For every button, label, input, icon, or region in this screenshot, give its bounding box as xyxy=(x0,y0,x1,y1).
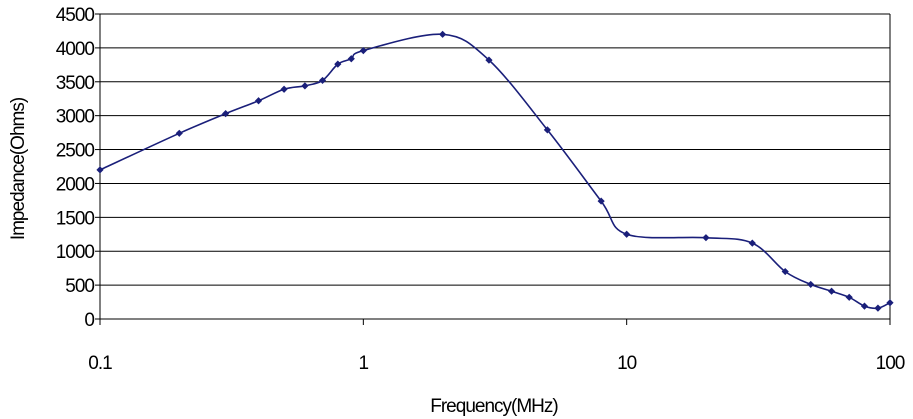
x-tick-label: 0.1 xyxy=(88,353,112,374)
data-point xyxy=(334,60,342,68)
gridlines xyxy=(100,13,890,286)
series-line xyxy=(99,33,891,310)
data-point xyxy=(254,97,263,105)
data-point xyxy=(827,287,836,295)
data-point xyxy=(96,166,104,174)
data-point xyxy=(543,126,551,134)
data-point xyxy=(359,47,367,55)
data-point xyxy=(860,302,869,310)
y-tick-label: 3500 xyxy=(56,73,95,94)
data-point xyxy=(222,110,230,118)
data-point xyxy=(597,197,605,205)
y-axis-title: Impedance(Ohms) xyxy=(8,97,29,240)
x-tick-label: 10 xyxy=(617,353,637,374)
data-point xyxy=(874,304,882,312)
data-point xyxy=(886,299,894,307)
y-tick-label: 0 xyxy=(84,310,94,331)
data-point xyxy=(347,55,355,63)
data-point xyxy=(702,234,710,242)
data-point xyxy=(748,239,756,247)
y-tick-label: 3000 xyxy=(56,107,95,128)
x-tick-label: 100 xyxy=(876,353,905,374)
data-point xyxy=(845,293,853,301)
data-point xyxy=(781,267,789,276)
y-tick-label: 2000 xyxy=(56,174,95,195)
x-tick-label: 1 xyxy=(359,353,369,374)
x-axis: 0.1 1 10 100 xyxy=(88,319,906,374)
data-point xyxy=(175,129,183,137)
y-tick-label: 1500 xyxy=(56,208,95,229)
y-tick-label: 500 xyxy=(65,276,94,297)
data-point xyxy=(623,230,631,238)
plot-frame xyxy=(99,14,891,320)
series-markers xyxy=(96,30,894,312)
y-tick-label: 2500 xyxy=(56,141,95,162)
x-axis-title: Frequency(MHz) xyxy=(430,396,558,417)
data-point xyxy=(485,56,493,64)
y-tick-label: 4000 xyxy=(56,39,95,60)
data-point xyxy=(318,76,327,85)
data-point xyxy=(301,82,309,90)
data-point xyxy=(807,280,815,289)
data-point xyxy=(439,30,447,38)
y-axis: 0 500 1000 1500 2000 2500 3000 3500 4000 4500 xyxy=(56,5,100,331)
data-point xyxy=(280,85,288,93)
y-tick-label: 4500 xyxy=(56,5,95,26)
y-tick-label: 1000 xyxy=(56,242,95,263)
